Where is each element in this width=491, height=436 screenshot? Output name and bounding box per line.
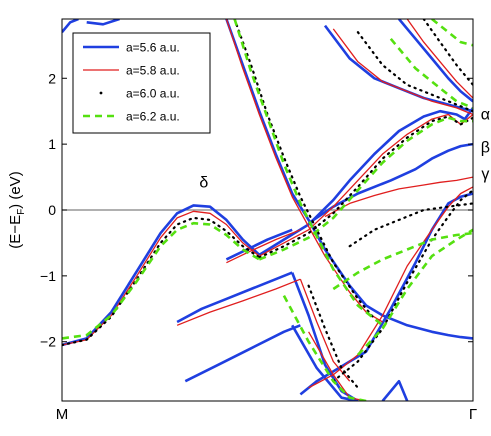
x-tick-label: Γ xyxy=(469,406,477,423)
series-4-band-4 xyxy=(233,19,384,327)
legend-label-1: a=5.6 a.u. xyxy=(126,41,180,55)
series-3 xyxy=(62,19,473,389)
series-3-band-8 xyxy=(307,284,359,389)
series-3-band-2 xyxy=(258,115,473,259)
series-2-band-9 xyxy=(299,278,351,382)
series-1-band-14 xyxy=(381,379,409,401)
series-1-band-2 xyxy=(258,107,473,256)
series-1-band-9 xyxy=(176,271,293,324)
series-4-band-1 xyxy=(62,221,260,340)
series-3-band-3 xyxy=(348,202,473,248)
annotation-label: δ xyxy=(199,174,208,191)
tick-layer: −2 −1 0 1 2 M Γ xyxy=(40,70,477,423)
x-tick-label: M xyxy=(56,406,69,423)
y-axis-label-sub: F xyxy=(16,209,27,215)
y-tick-label: −1 xyxy=(40,268,56,284)
y-axis-label-tail: ) (eV) xyxy=(7,171,24,209)
y-tick-label: 1 xyxy=(48,136,56,152)
series-4-band-2 xyxy=(258,116,473,261)
legend-label-3: a=6.0 a.u. xyxy=(126,87,180,101)
series-2-band-1 xyxy=(62,210,260,346)
series-3-band-4 xyxy=(233,19,376,320)
series-4 xyxy=(62,19,473,401)
annotation-layer: δ αβγ xyxy=(199,107,490,192)
series-1-band-10 xyxy=(184,324,301,383)
series-2-band-3 xyxy=(324,176,473,218)
series-1-band-11 xyxy=(290,272,359,401)
series-1-band-6 xyxy=(323,24,473,113)
series-1-band-7 xyxy=(398,19,473,103)
series-2-band-7 xyxy=(226,229,301,264)
series-4-band-3 xyxy=(332,231,473,291)
series-2-band-5 xyxy=(332,28,473,116)
series-layer xyxy=(62,19,473,401)
annotation-label: β xyxy=(481,139,490,156)
series-1-band-15 xyxy=(62,19,79,34)
annotation-label: α xyxy=(481,107,490,124)
y-axis-label: (E−EF) (eV) xyxy=(7,171,27,248)
series-4-band-6 xyxy=(356,228,473,356)
series-1-band-8 xyxy=(225,228,293,261)
y-axis-label-main: (E−E xyxy=(7,215,24,249)
series-1-band-3 xyxy=(307,142,473,225)
series-1-band-13 xyxy=(291,324,359,401)
legend-swatch-3 xyxy=(99,91,103,95)
legend-label-2: a=5.8 a.u. xyxy=(126,64,180,78)
series-1-band-4 xyxy=(225,19,384,317)
y-tick-label: −2 xyxy=(40,334,56,350)
series-4-band-5 xyxy=(389,37,473,110)
series-2-band-11 xyxy=(308,331,367,401)
series-4-band-8 xyxy=(431,19,473,47)
series-1-band-16 xyxy=(86,19,120,26)
y-tick-label: 2 xyxy=(48,70,56,86)
annotation-label: γ xyxy=(481,166,489,183)
legend: a=5.6 a.u. a=5.8 a.u. a=6.0 a.u. a=6.2 a.u. xyxy=(72,32,211,134)
series-3-band-5 xyxy=(356,31,473,113)
series-3-band-7 xyxy=(332,189,473,383)
legend-label-4: a=6.2 a.u. xyxy=(126,110,180,124)
series-4-band-7 xyxy=(282,294,367,401)
series-1 xyxy=(62,19,473,401)
series-2-band-4 xyxy=(225,19,383,323)
series-1-band-1 xyxy=(62,204,261,347)
y-tick-label: 0 xyxy=(48,202,56,218)
series-2-band-6 xyxy=(406,19,473,99)
series-3-band-6 xyxy=(422,19,473,87)
series-2-band-8 xyxy=(176,278,301,326)
series-1-band-5 xyxy=(382,314,473,340)
